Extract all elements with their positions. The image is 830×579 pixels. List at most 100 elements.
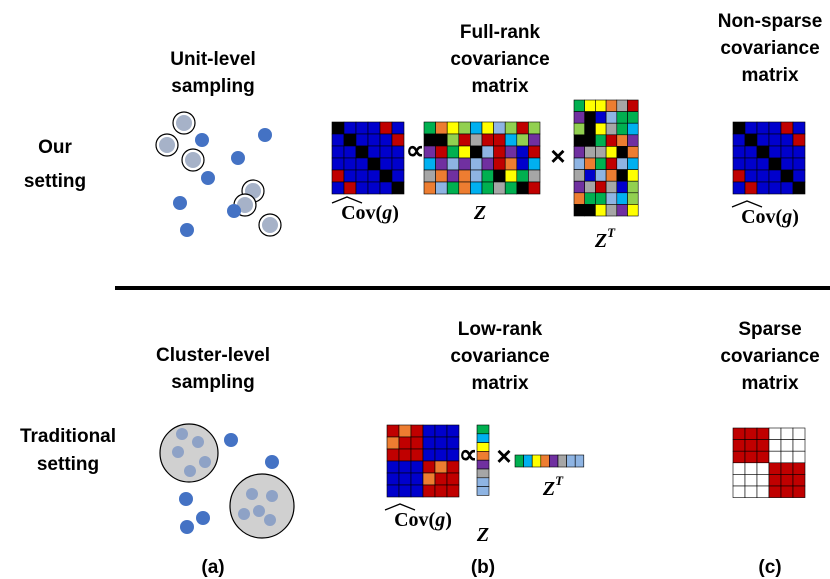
z-cell — [470, 133, 483, 147]
sparse-cell — [768, 474, 782, 487]
matrix-title: covariance — [450, 49, 549, 70]
row-label: setting — [37, 454, 99, 475]
cov-cell — [391, 145, 405, 159]
z-cell — [458, 157, 471, 171]
zt-cell — [616, 180, 628, 194]
hat — [384, 503, 416, 511]
z-name: Z — [473, 202, 486, 224]
sparse-cell — [768, 427, 782, 440]
sparse-cell — [792, 450, 806, 464]
operator: × — [550, 141, 565, 171]
cov-cell — [398, 436, 412, 450]
cov-paren: ( — [429, 509, 436, 531]
sampled-dot — [176, 115, 192, 131]
cov-cell — [355, 133, 369, 147]
zt-cell — [627, 157, 639, 170]
sparse-cell — [780, 485, 794, 498]
unit-dot — [180, 520, 194, 534]
z-cell — [493, 133, 506, 147]
sampling-title: sampling — [171, 76, 254, 97]
cov-cell — [446, 472, 460, 486]
cov-cell — [331, 169, 345, 183]
cov-cell — [410, 472, 424, 486]
hat — [331, 196, 363, 204]
zt-cell — [584, 157, 596, 170]
cov-cell — [386, 436, 400, 450]
zt-cell — [595, 169, 607, 182]
sparse-cell — [732, 450, 746, 464]
cov-cell — [422, 436, 436, 450]
cov-cell — [756, 157, 770, 171]
cov-name: Cov — [341, 202, 375, 224]
z-cell — [493, 169, 506, 183]
sparse-cell — [792, 485, 806, 498]
cov-cell — [792, 169, 806, 183]
cov-cell — [756, 169, 770, 183]
sparse-cell — [780, 450, 794, 464]
zt-cell — [574, 454, 585, 468]
z-name: Z — [542, 478, 555, 500]
cov-cell — [343, 169, 357, 183]
z-cell — [516, 133, 529, 147]
z-cell — [516, 169, 529, 183]
cov-cell — [343, 121, 357, 135]
zt-cell — [540, 454, 550, 468]
hat — [731, 200, 763, 208]
z-label: Z — [476, 524, 489, 546]
z-cell — [446, 169, 460, 183]
cov-cell — [744, 169, 758, 183]
zt-cell — [584, 134, 596, 147]
z-cell — [476, 459, 490, 470]
cov-cell — [792, 145, 806, 159]
zt-cell — [616, 204, 628, 217]
cov-cell — [386, 484, 400, 498]
cluster-unit — [238, 508, 250, 520]
zt-cell — [605, 122, 618, 136]
z-cell — [476, 442, 490, 452]
row-label: Traditional — [20, 426, 116, 447]
panel-label: (b) — [471, 557, 495, 578]
zt-cell — [616, 122, 628, 136]
sparse-cell — [756, 439, 770, 452]
cov-cell — [732, 133, 746, 147]
cov-cell — [792, 133, 806, 147]
transpose: T — [555, 473, 564, 488]
cov-cell — [343, 133, 357, 147]
sparse-cell — [744, 439, 758, 452]
matrix-title: Non-sparse — [718, 11, 823, 32]
unit-dot — [173, 196, 187, 210]
cov-cell — [398, 472, 412, 486]
sparse-cell — [768, 462, 782, 475]
cov-paren: ) — [445, 509, 452, 531]
cov-cell — [768, 157, 782, 171]
sampling-title: Unit-level — [170, 49, 256, 70]
matrix-title: covariance — [720, 346, 819, 367]
cov-cell — [386, 472, 400, 486]
cov-cell — [367, 157, 381, 171]
zt-cell — [627, 111, 639, 124]
z-cell — [423, 145, 436, 159]
cov-cell — [446, 424, 460, 438]
zt-cell — [573, 122, 585, 136]
zt-cell — [557, 454, 567, 468]
cov-cell — [732, 157, 746, 171]
unit-dot — [180, 223, 194, 237]
sampled-dot — [159, 137, 175, 153]
z-cell — [446, 133, 460, 147]
zt-cell — [616, 192, 628, 205]
cov-cell — [446, 436, 460, 450]
z-cell — [470, 157, 483, 171]
z-cell — [481, 169, 494, 183]
cov-cell — [446, 448, 460, 462]
zt-cell — [616, 111, 628, 124]
zt-cell — [573, 99, 585, 112]
cov-cell — [792, 157, 806, 171]
zt-cell — [605, 99, 618, 112]
cov-cell — [434, 424, 448, 438]
z-cell — [476, 433, 490, 443]
cluster-unit — [184, 465, 196, 477]
cov-cell — [422, 484, 436, 498]
row-label: Our — [38, 137, 72, 158]
cov-cell — [410, 448, 424, 462]
sparse-cell — [732, 485, 746, 498]
